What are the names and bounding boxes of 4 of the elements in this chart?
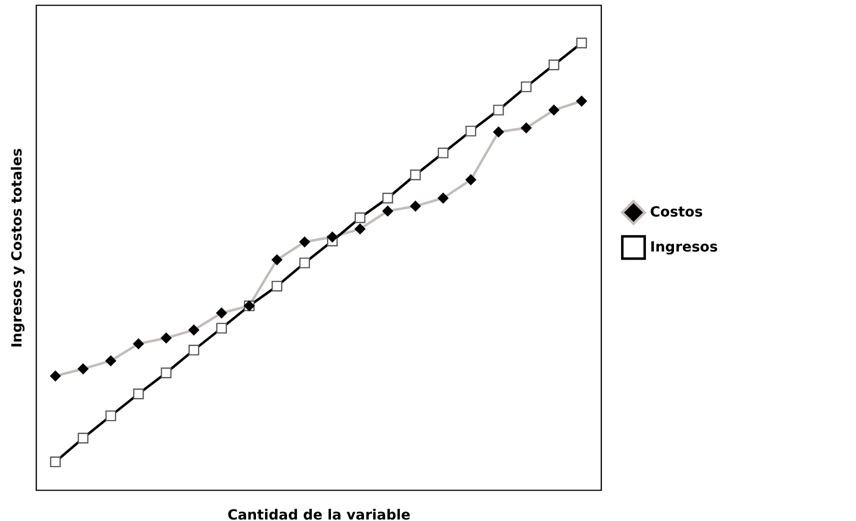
y-axis-title: Ingresos y Costos totales	[10, 148, 26, 348]
x-axis-title: Cantidad de la variable	[227, 508, 411, 521]
legend-label: Costos	[650, 204, 703, 220]
legend-label: Ingresos	[650, 240, 718, 256]
